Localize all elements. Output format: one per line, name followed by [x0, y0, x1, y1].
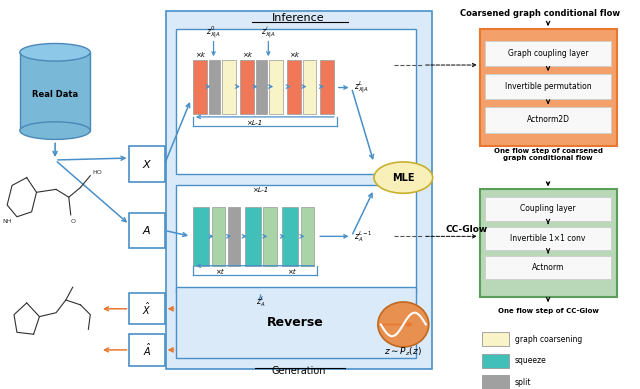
Text: Reverse: Reverse [268, 316, 324, 329]
Text: One flow step of CC-Glow: One flow step of CC-Glow [498, 308, 598, 314]
Text: Actnorm2D: Actnorm2D [527, 116, 570, 124]
Bar [479, 29, 616, 146]
Bar [486, 107, 611, 133]
Text: Coupling layer: Coupling layer [520, 205, 576, 214]
Text: $z^L_{X|A}$: $z^L_{X|A}$ [355, 79, 369, 96]
Text: Real Data: Real Data [32, 90, 78, 99]
Text: ×k: ×k [242, 52, 252, 58]
Bar [486, 74, 611, 99]
Text: ×L-1: ×L-1 [252, 187, 269, 193]
Bar [240, 60, 253, 114]
Bar [193, 207, 209, 266]
Bar [177, 29, 416, 174]
Text: CC-Glow: CC-Glow [445, 225, 488, 234]
Bar [20, 52, 90, 131]
Text: Inference: Inference [273, 13, 325, 23]
Bar [486, 40, 611, 66]
Bar [320, 60, 334, 114]
Bar [228, 207, 240, 266]
Text: $\hat{A}$: $\hat{A}$ [143, 342, 151, 358]
Bar [486, 256, 611, 279]
Text: NH: NH [3, 219, 12, 224]
Bar [486, 197, 611, 221]
Bar [255, 60, 268, 114]
Ellipse shape [20, 122, 90, 139]
Text: $A$: $A$ [142, 224, 152, 237]
Text: $X$: $X$ [142, 158, 152, 170]
Text: ×t: ×t [215, 268, 224, 275]
Bar [303, 60, 316, 114]
Text: graph coarsening: graph coarsening [515, 335, 582, 343]
Bar [212, 207, 225, 266]
Text: Actnorm: Actnorm [532, 263, 564, 272]
Text: split: split [515, 378, 531, 387]
Text: $z \sim P_z(z)$: $z \sim P_z(z)$ [385, 345, 422, 358]
Bar [245, 207, 260, 266]
Ellipse shape [374, 162, 433, 193]
Bar [269, 60, 283, 114]
Bar [481, 375, 509, 389]
Bar [129, 146, 164, 182]
Text: $z^0_{X|A}$: $z^0_{X|A}$ [206, 25, 221, 41]
Bar [193, 60, 207, 114]
Bar [129, 293, 164, 324]
Ellipse shape [378, 302, 429, 347]
Text: Coarsened graph conditional flow: Coarsened graph conditional flow [460, 9, 620, 18]
Bar [479, 189, 616, 297]
Bar [301, 207, 314, 266]
Text: MLE: MLE [392, 173, 415, 182]
Text: HO: HO [92, 170, 102, 175]
Ellipse shape [20, 44, 90, 61]
Bar [177, 287, 416, 358]
Bar [177, 186, 416, 293]
Bar [264, 207, 277, 266]
Bar [282, 207, 298, 266]
Text: ×k: ×k [195, 52, 205, 58]
Text: Invertible 1×1 conv: Invertible 1×1 conv [511, 234, 586, 243]
Text: O: O [70, 219, 75, 224]
Text: ×t: ×t [287, 268, 296, 275]
Text: $z^i_A$: $z^i_A$ [256, 294, 265, 309]
Text: squeeze: squeeze [515, 356, 547, 365]
Text: $\hat{X}$: $\hat{X}$ [142, 301, 152, 317]
Text: Generation: Generation [271, 366, 326, 377]
Text: ×k: ×k [289, 52, 299, 58]
Text: Invertible permutation: Invertible permutation [505, 82, 591, 91]
Text: $z^{L-1}_A$: $z^{L-1}_A$ [355, 229, 373, 244]
Text: ×L-1: ×L-1 [246, 120, 263, 126]
Bar [222, 60, 236, 114]
Text: One flow step of coarsened
graph conditional flow: One flow step of coarsened graph conditi… [493, 147, 603, 161]
Bar [129, 334, 164, 366]
Text: Graph coupling layer: Graph coupling layer [508, 49, 588, 58]
Bar [287, 60, 301, 114]
Bar [166, 11, 432, 368]
Bar [486, 226, 611, 250]
Bar [481, 332, 509, 346]
Text: $z^i_{X|A}$: $z^i_{X|A}$ [261, 25, 276, 41]
Bar [209, 60, 220, 114]
Bar [129, 213, 164, 248]
Bar [481, 354, 509, 368]
